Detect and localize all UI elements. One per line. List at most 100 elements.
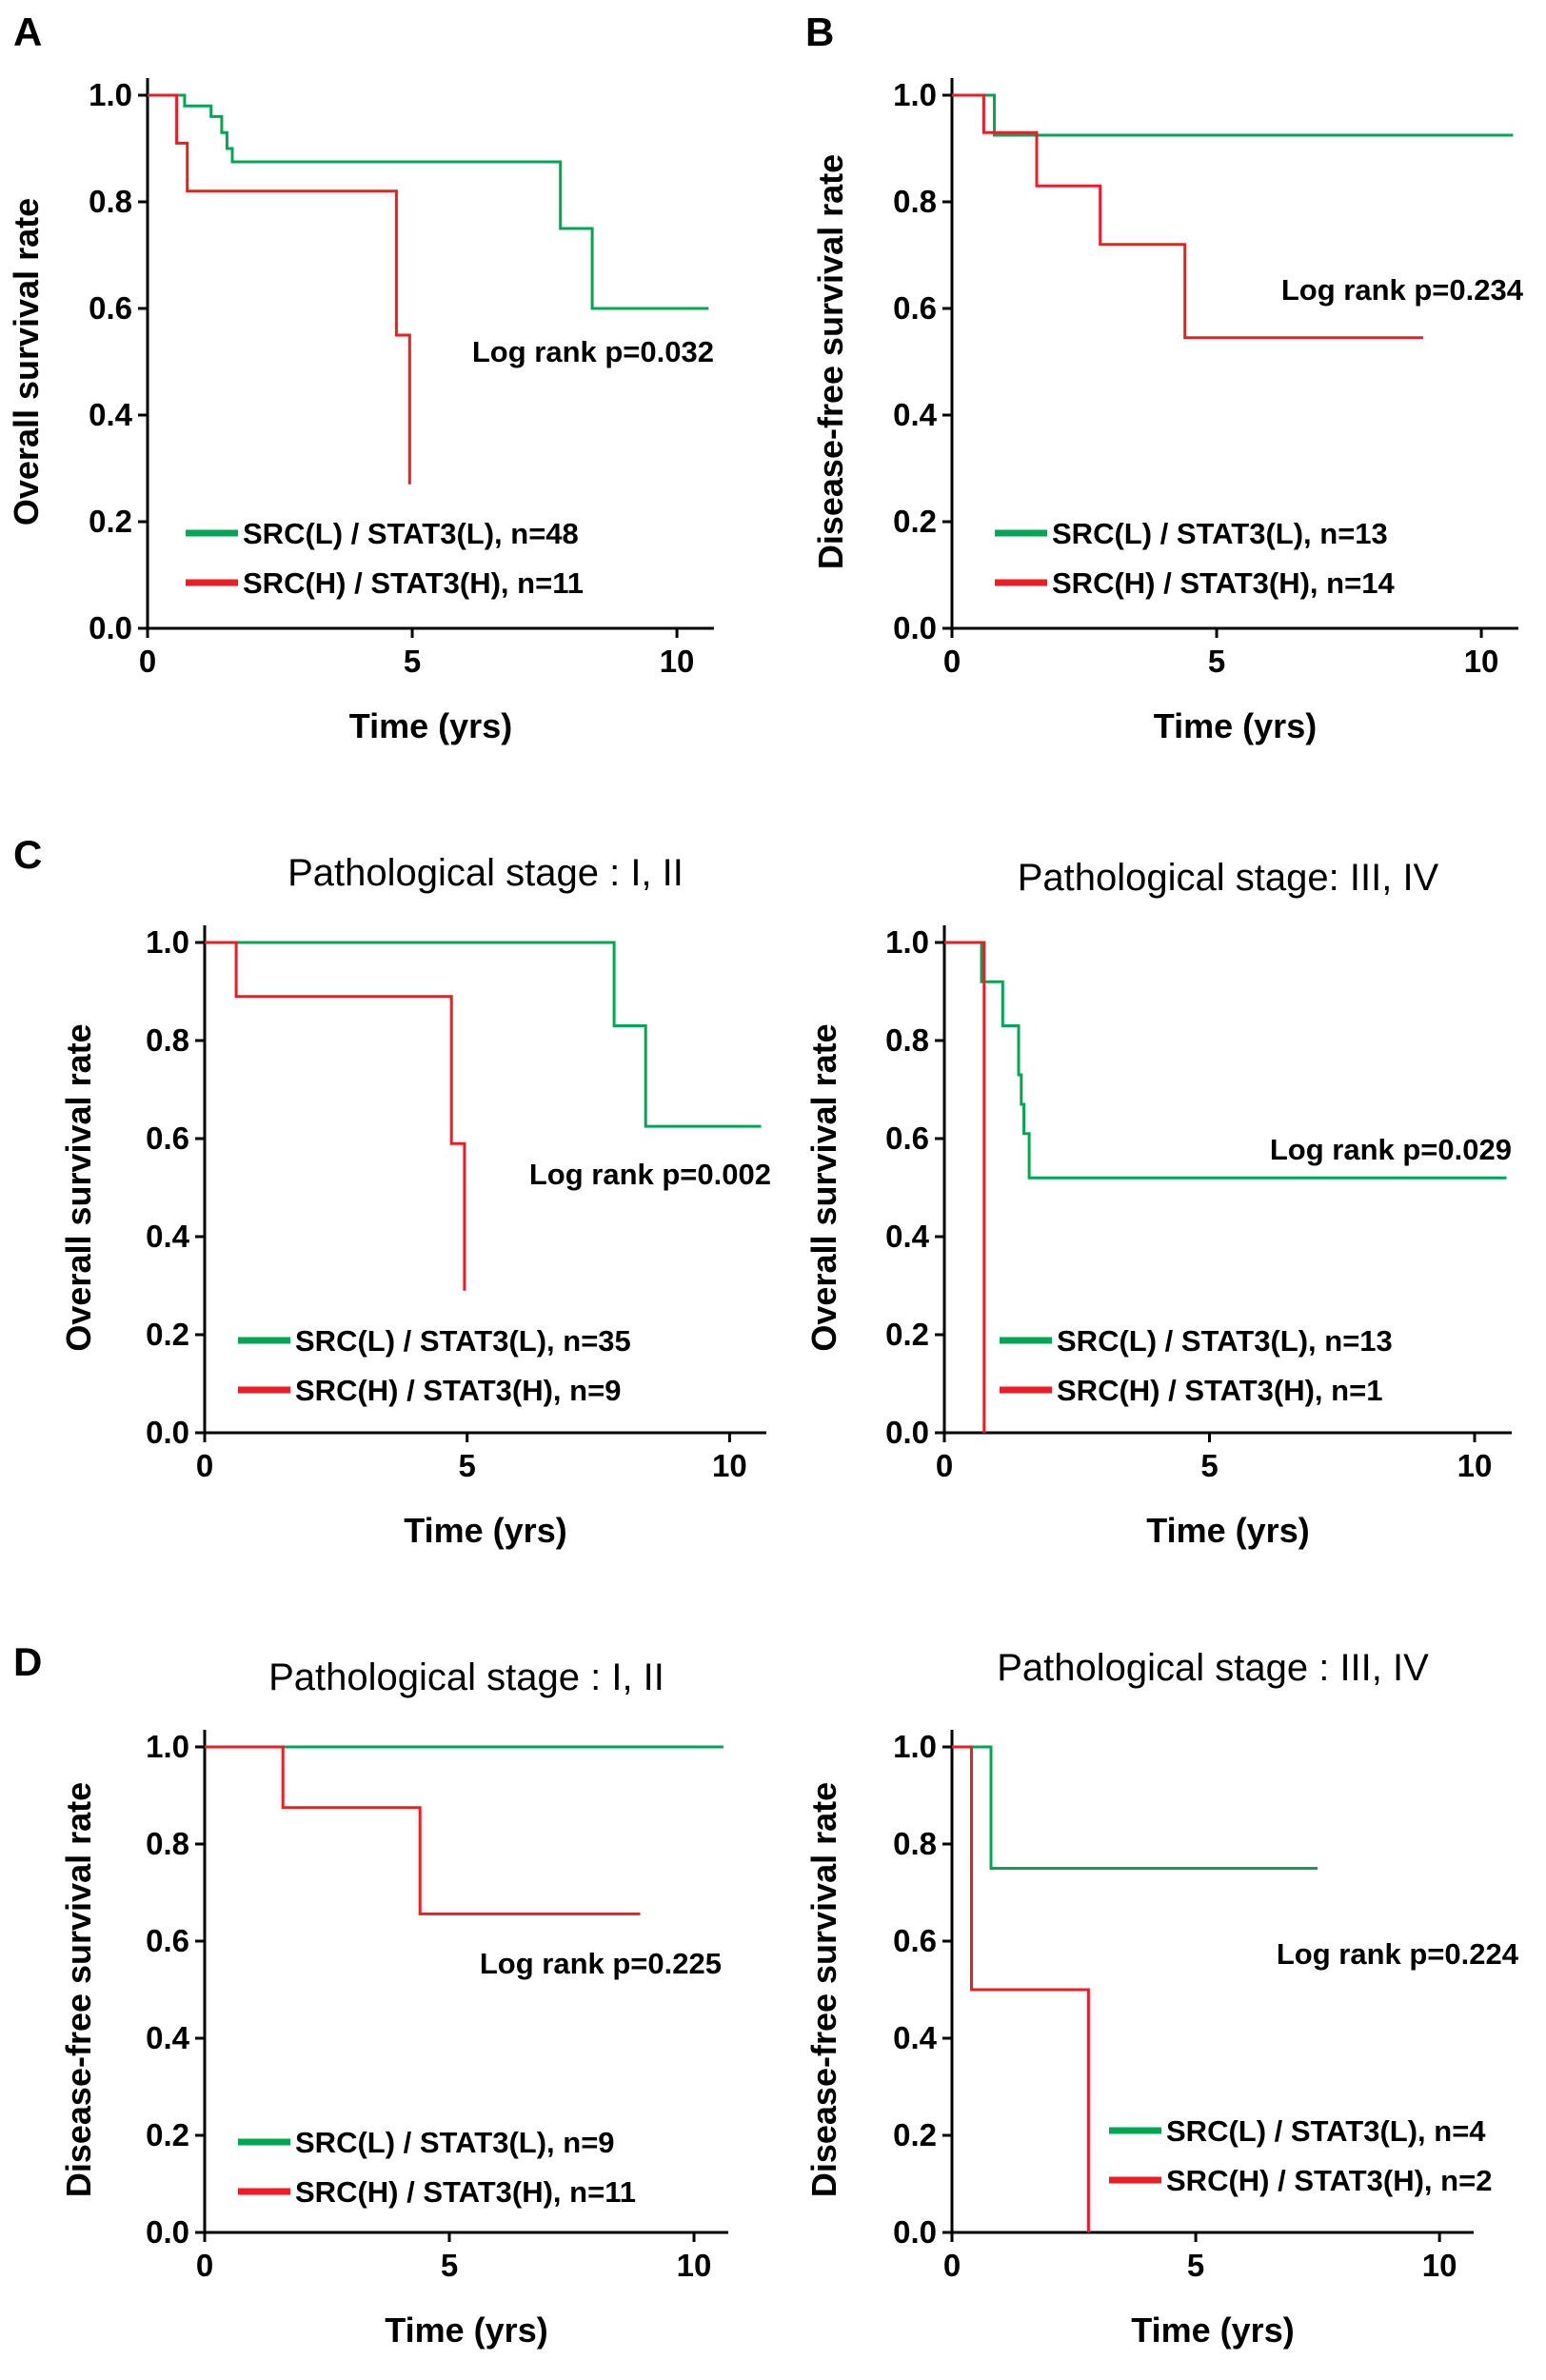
y-tick-label-c2-0: 0.0 [885, 1415, 929, 1450]
y-tick-label-b-1: 0.2 [893, 504, 937, 539]
y-tick-label-d2-5: 1.0 [893, 1729, 937, 1764]
y-tick-label-d2-2: 0.4 [893, 2020, 938, 2055]
y-tick-label-c1-5: 1.0 [146, 924, 189, 960]
x-tick-label-d2-0: 0 [943, 2248, 961, 2283]
panel-label-d: D [13, 1639, 42, 1684]
x-tick-label-a-2: 10 [660, 644, 695, 679]
y-axis-label-b: Disease-free survival rate [811, 154, 850, 569]
x-tick-label-b-0: 0 [943, 644, 961, 679]
series-line-c2-high [944, 941, 986, 1433]
y-axis-label-c1: Overall survival rate [59, 1023, 98, 1351]
chart-d2: Pathological stage : III, IV 0.0 0.2 0.4 0.6… [804, 1647, 1519, 2350]
y-tick-label-a-1: 0.2 [89, 504, 132, 539]
x-tick-label-d2-1: 5 [1187, 2248, 1204, 2283]
legend-label-b-low: SRC(L) / STAT3(L), n=13 [1052, 517, 1388, 550]
y-axis-label-a: Overall survival rate [7, 198, 46, 526]
x-axis-label-b: Time (yrs) [1154, 706, 1317, 745]
logrank-annotation-d2: Log rank p=0.224 [1277, 1937, 1519, 1971]
x-tick-label-c1-1: 5 [459, 1448, 476, 1483]
y-tick-label-d1-0: 0.0 [146, 2214, 189, 2250]
logrank-annotation-d1: Log rank p=0.225 [480, 1947, 722, 1980]
y-tick-label-c2-2: 0.4 [885, 1219, 930, 1254]
x-tick-label-c2-0: 0 [936, 1448, 953, 1483]
x-tick-label-d1-0: 0 [196, 2248, 213, 2283]
chart-c1: Pathological stage : I, II 0.0 0.2 0.4 0.6 0.… [59, 852, 771, 1550]
legend-label-b-high: SRC(H) / STAT3(H), n=14 [1052, 566, 1395, 600]
x-tick-label-b-2: 10 [1464, 644, 1499, 679]
y-tick-label-c1-1: 0.2 [146, 1317, 189, 1352]
legend-label-d2-high: SRC(H) / STAT3(H), n=2 [1166, 2164, 1492, 2197]
legend-label-d1-high: SRC(H) / STAT3(H), n=11 [295, 2175, 636, 2209]
y-tick-label-d2-0: 0.0 [893, 2214, 937, 2250]
legend-label-d2-low: SRC(L) / STAT3(L), n=4 [1166, 2114, 1486, 2148]
y-tick-label-d1-4: 0.8 [146, 1826, 189, 1861]
series-line-b-low [952, 93, 1514, 137]
y-tick-label-b-2: 0.4 [893, 397, 938, 432]
y-tick-label-d2-4: 0.8 [893, 1826, 937, 1861]
x-tick-label-c2-1: 5 [1200, 1448, 1218, 1483]
y-tick-label-c2-1: 0.2 [885, 1317, 929, 1352]
logrank-annotation-a: Log rank p=0.032 [472, 335, 714, 368]
chart-title-d1: Pathological stage : I, II [268, 1656, 664, 1698]
chart-b: 0.0 0.2 0.4 0.6 0.8 1.0 0 5 10 Time (yrs) Disease-… [811, 77, 1524, 745]
y-tick-label-d1-5: 1.0 [146, 1729, 189, 1764]
series-line-c1-high [205, 941, 466, 1291]
x-tick-label-c1-2: 10 [712, 1448, 747, 1483]
panel-label-b: B [805, 10, 834, 54]
chart-title-c2: Pathological stage: III, IV [1018, 857, 1439, 899]
chart-title-c1: Pathological stage : I, II [287, 852, 684, 894]
y-tick-label-a-4: 0.8 [89, 184, 132, 219]
y-tick-label-d2-1: 0.2 [893, 2117, 937, 2152]
y-tick-label-a-5: 1.0 [89, 77, 132, 112]
x-axis-label-c1: Time (yrs) [404, 1511, 566, 1550]
y-tick-label-c1-4: 0.8 [146, 1022, 189, 1058]
y-tick-label-c1-0: 0.0 [146, 1415, 189, 1450]
series-line-a-low [148, 93, 709, 310]
y-tick-label-b-4: 0.8 [893, 184, 937, 219]
chart-title-d2: Pathological stage : III, IV [997, 1647, 1429, 1689]
legend-label-d1-low: SRC(L) / STAT3(L), n=9 [295, 2126, 615, 2159]
x-tick-label-d2-2: 10 [1422, 2248, 1457, 2283]
x-axis-label-c2: Time (yrs) [1146, 1511, 1309, 1550]
y-tick-label-a-2: 0.4 [89, 397, 133, 432]
logrank-annotation-c2: Log rank p=0.029 [1270, 1133, 1512, 1166]
y-axis-label-d2: Disease-free survival rate [804, 1782, 843, 2197]
x-tick-label-a-1: 5 [404, 644, 421, 679]
series-line-d2-low [952, 1745, 1318, 1870]
x-tick-label-c1-0: 0 [196, 1448, 213, 1483]
y-tick-label-d1-3: 0.6 [146, 1923, 189, 1958]
series-line-b-high [952, 93, 1423, 340]
y-tick-label-d1-1: 0.2 [146, 2117, 189, 2152]
legend-label-c2-low: SRC(L) / STAT3(L), n=13 [1057, 1324, 1393, 1358]
x-axis-label-d1: Time (yrs) [385, 2311, 547, 2350]
series-line-d2-high [952, 1745, 1090, 2232]
y-tick-label-c1-3: 0.6 [146, 1121, 189, 1156]
y-tick-label-d1-2: 0.4 [146, 2020, 190, 2055]
legend-label-a-high: SRC(H) / STAT3(H), n=11 [243, 566, 584, 600]
x-tick-label-d1-1: 5 [441, 2248, 458, 2283]
x-tick-label-d1-2: 10 [677, 2248, 712, 2283]
y-tick-label-c1-2: 0.4 [146, 1219, 190, 1254]
y-tick-label-a-3: 0.6 [89, 290, 132, 326]
x-axis-label-d2: Time (yrs) [1131, 2311, 1294, 2350]
y-tick-label-c2-5: 1.0 [885, 924, 929, 960]
legend-label-c1-high: SRC(H) / STAT3(H), n=9 [295, 1374, 621, 1407]
y-tick-label-b-3: 0.6 [893, 290, 937, 326]
x-tick-label-a-0: 0 [139, 644, 156, 679]
y-tick-label-a-0: 0.0 [89, 610, 132, 645]
legend-label-a-low: SRC(L) / STAT3(L), n=48 [243, 517, 579, 550]
logrank-annotation-b: Log rank p=0.234 [1281, 273, 1524, 307]
chart-d1: Pathological stage : I, II 0.0 0.2 0.4 0.6 0.… [59, 1656, 728, 2350]
y-axis-label-d1: Disease-free survival rate [59, 1782, 98, 2197]
charts: 0.0 0.2 0.4 0.6 0.8 1.0 0 5 10 Time (yrs) Overall … [7, 77, 1524, 2350]
x-axis-label-a: Time (yrs) [349, 706, 512, 745]
legend-label-c2-high: SRC(H) / STAT3(H), n=1 [1057, 1374, 1382, 1407]
y-tick-label-b-5: 1.0 [893, 77, 937, 112]
panel-label-a: A [13, 10, 42, 54]
y-tick-label-d2-3: 0.6 [893, 1923, 937, 1958]
y-tick-label-c2-4: 0.8 [885, 1022, 929, 1058]
chart-a: 0.0 0.2 0.4 0.6 0.8 1.0 0 5 10 Time (yrs) Overall … [7, 77, 714, 745]
y-tick-label-b-0: 0.0 [893, 610, 937, 645]
logrank-annotation-c1: Log rank p=0.002 [529, 1158, 771, 1191]
